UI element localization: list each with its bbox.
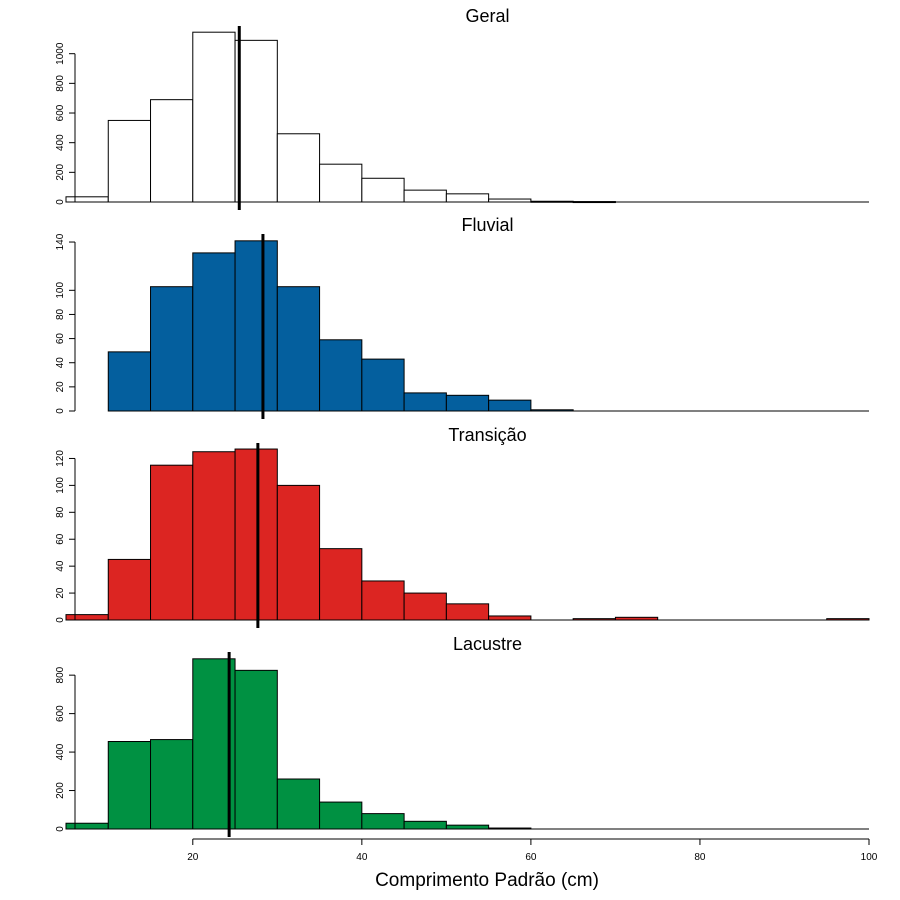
histogram-bar (403, 189, 447, 203)
histogram-bar (361, 177, 405, 203)
y-axis: 0 20 40 60 80 100 140 (55, 233, 76, 414)
y-tick-label: 40 (55, 357, 66, 369)
panel-title: Transição (448, 425, 526, 445)
panel-title: Geral (465, 6, 509, 26)
y-tick-label: 400 (55, 743, 66, 760)
histogram-bar (65, 196, 109, 203)
y-tick-label: 0 (55, 617, 66, 623)
histogram-panels: Geral02004006008001000Fluvial02040608010… (55, 6, 870, 837)
y-tick-label: 80 (55, 308, 66, 320)
histogram-bar (572, 201, 616, 204)
histogram-bar (319, 163, 363, 203)
x-tick-label: 80 (694, 852, 706, 863)
x-tick-label: 20 (187, 852, 199, 863)
histogram-bar (614, 616, 659, 621)
histogram-bar (192, 31, 236, 203)
panel-title: Fluvial (461, 215, 513, 235)
histogram-bar (445, 193, 490, 203)
histogram-bar (403, 820, 447, 830)
x-tick-label: 60 (525, 852, 537, 863)
y-tick-label: 140 (55, 233, 66, 250)
panel-fluvial: Fluvial 0 20 40 60 80 100 140 (55, 215, 869, 419)
histogram-bar (234, 39, 278, 203)
y-tick-label: 800 (55, 75, 66, 92)
histogram-bar (403, 392, 447, 412)
histogram-bar (192, 451, 236, 621)
histogram-bar (319, 339, 363, 412)
y-tick-label: 60 (55, 533, 66, 545)
histogram-bar (488, 399, 532, 412)
histogram-bar (107, 558, 152, 621)
y-tick-label: 120 (55, 450, 66, 467)
panel-transio: Transição 0 20 40 60 80 100 120 (55, 425, 870, 628)
y-tick-label: 600 (55, 705, 66, 722)
histogram-bar (530, 200, 574, 203)
histogram-bar (107, 119, 152, 203)
histogram-bar (150, 99, 194, 203)
y-axis: 0 20 40 60 80 100 120 (55, 450, 76, 623)
y-tick-label: 20 (55, 381, 66, 393)
y-tick-label: 0 (55, 826, 66, 832)
histogram-bar (150, 739, 194, 830)
histogram-bar (361, 358, 405, 412)
x-tick-label: 100 (861, 852, 878, 863)
histogram-bar (150, 286, 194, 412)
histogram-bar (276, 286, 321, 412)
histogram-bar (192, 252, 236, 412)
y-tick-label: 400 (55, 134, 66, 151)
panel-title: Lacustre (453, 634, 522, 654)
y-tick-label: 100 (55, 477, 66, 494)
histogram-bar (107, 351, 152, 412)
histogram-bar (826, 618, 870, 621)
histogram-bar (488, 615, 532, 621)
panel-lacustre: Lacustre 0 200 400 600 800 (55, 634, 869, 837)
histogram-bar (403, 592, 447, 621)
histogram-bar (319, 801, 363, 830)
histogram-bar (234, 240, 278, 412)
y-axis: 0 200 400 600 800 1000 (55, 42, 76, 205)
x-tick-label: 40 (356, 852, 368, 863)
histogram-bar (150, 464, 194, 621)
histogram-bar (488, 827, 532, 830)
histogram-bar (361, 580, 405, 621)
y-tick-label: 600 (55, 104, 66, 121)
y-tick-label: 100 (55, 282, 66, 299)
histogram-bar (65, 822, 109, 830)
y-tick-label: 0 (55, 408, 66, 414)
histogram-bar (276, 484, 321, 621)
histogram-bar (276, 778, 321, 830)
y-tick-label: 800 (55, 666, 66, 683)
histogram-bar (65, 614, 109, 621)
y-tick-label: 200 (55, 782, 66, 799)
y-tick-label: 0 (55, 199, 66, 205)
histogram-bar (234, 669, 278, 830)
histogram-bar (319, 548, 363, 621)
y-tick-label: 80 (55, 506, 66, 518)
histogram-bar (488, 198, 532, 203)
histogram-bar (530, 409, 574, 412)
y-tick-label: 20 (55, 587, 66, 599)
y-axis: 0 200 400 600 800 (55, 666, 76, 832)
histogram-bar (572, 618, 616, 621)
histogram-bar (276, 133, 321, 203)
y-tick-label: 40 (55, 560, 66, 572)
y-tick-label: 1000 (55, 42, 66, 65)
x-axis: 20 40 60 80 100 (187, 838, 878, 863)
histogram-bar (445, 603, 490, 621)
histogram-bar (445, 824, 490, 830)
histogram-bar (234, 448, 278, 621)
x-axis-label: Comprimento Padrão (cm) (375, 870, 599, 891)
y-tick-label: 60 (55, 333, 66, 345)
y-tick-label: 200 (55, 164, 66, 181)
panel-geral: Geral 0 200 400 600 800 1000 (55, 6, 869, 210)
histogram-bar (107, 741, 152, 830)
histogram-bar (361, 813, 405, 830)
histogram-bar (445, 394, 490, 412)
